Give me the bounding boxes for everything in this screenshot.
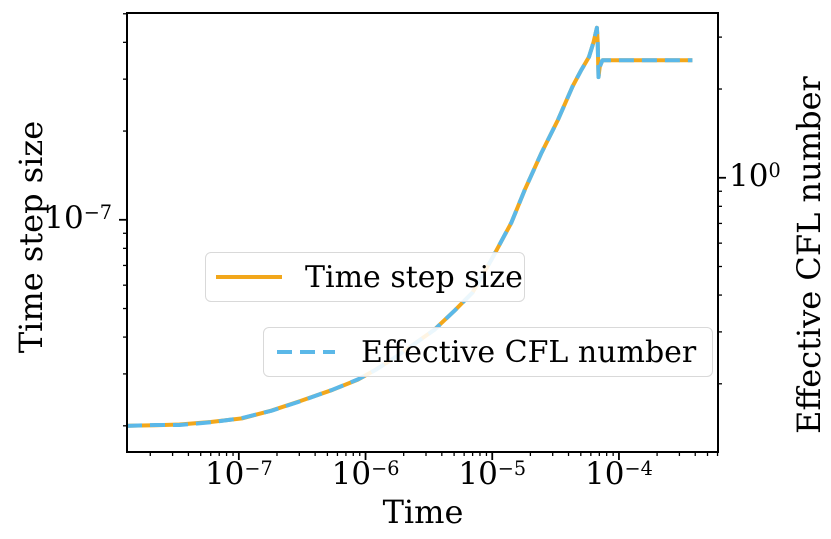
legend-dashed-line-icon	[277, 350, 335, 354]
x-tick-label: 10−7	[204, 456, 273, 492]
legend-label-time-step-size: Time step size	[305, 259, 523, 295]
x-tick-label: 10−6	[331, 456, 400, 492]
axes-spines	[126, 12, 719, 453]
y-axis-label-left: Time step size	[12, 120, 50, 354]
x-axis-label: Time	[382, 493, 464, 531]
legend-time-step-size: Time step size	[205, 252, 525, 302]
x-tick-label: 10−4	[585, 456, 653, 492]
y-tick-label-left: 10−7	[44, 199, 112, 236]
legend-effective-cfl-number: Effective CFL number	[263, 327, 713, 377]
legend-label-effective-cfl-number: Effective CFL number	[361, 334, 697, 370]
legend-solid-line-icon	[216, 275, 282, 279]
x-tick-label: 10−5	[458, 456, 527, 492]
y-tick-label-right: 100	[729, 157, 781, 194]
y-axis-label-right: Effective CFL number	[790, 76, 828, 434]
